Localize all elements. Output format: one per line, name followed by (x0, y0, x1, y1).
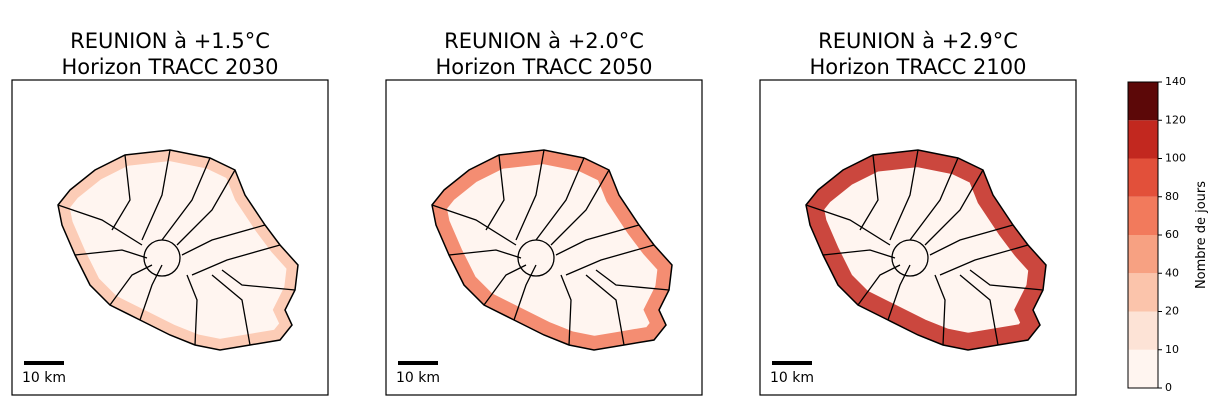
commune-boundary (939, 244, 1029, 276)
commune-boundary (74, 249, 148, 259)
colorbar-label: Nombre de jours (1194, 181, 1209, 289)
commune-boundary (181, 224, 266, 256)
colorbar-segment (1128, 273, 1158, 312)
commune-boundary (857, 264, 901, 306)
commune-boundary (560, 274, 572, 346)
commune-boundary (959, 274, 999, 346)
commune-boundary (909, 157, 959, 241)
commune-boundary (887, 264, 911, 321)
commune-boundary (139, 264, 163, 321)
scale-label: 10 km (22, 370, 66, 386)
scale-label: 10 km (396, 370, 440, 386)
commune-boundary (859, 154, 879, 231)
colorbar-tick-label: 40 (1165, 266, 1179, 279)
island-map (57, 149, 299, 351)
colorbar-segment (1128, 235, 1158, 274)
commune-boundary (924, 169, 984, 246)
colorbar-tick-label: 10 (1165, 343, 1179, 356)
commune-boundary (565, 244, 655, 276)
colorbar-tick-label: 140 (1165, 75, 1186, 88)
commune-boundary (822, 249, 896, 259)
panel-title: Horizon TRACC 2030 (62, 55, 279, 79)
commune-boundary (513, 264, 537, 321)
commune-boundary (109, 264, 153, 306)
commune-boundary (186, 274, 198, 346)
colorbar-segment (1128, 82, 1158, 121)
commune-boundary (929, 224, 1014, 256)
commune-boundary (221, 269, 296, 291)
commune-boundary (483, 264, 527, 306)
commune-boundary (143, 239, 181, 277)
commune-boundary (595, 269, 670, 291)
commune-boundary (555, 224, 640, 256)
island-map (805, 149, 1047, 351)
panel-title: REUNION à +2.9°C (818, 29, 1018, 53)
colorbar-segment (1128, 311, 1158, 350)
commune-boundary (550, 169, 610, 246)
commune-boundary (57, 204, 143, 246)
commune-boundary (891, 239, 929, 277)
panel-title: REUNION à +2.0°C (444, 29, 644, 53)
colorbar-tick-label: 60 (1165, 228, 1179, 241)
commune-boundary (191, 244, 281, 276)
panel-title: REUNION à +1.5°C (70, 29, 270, 53)
panel-title: Horizon TRACC 2100 (810, 55, 1027, 79)
commune-boundary (969, 269, 1044, 291)
commune-boundary (517, 239, 555, 277)
colorbar-tick-label: 80 (1165, 190, 1179, 203)
commune-boundary (448, 249, 522, 259)
commune-boundary (111, 154, 131, 231)
commune-boundary (805, 204, 891, 246)
colorbar-tick-label: 0 (1165, 381, 1172, 394)
colorbar-tick-label: 120 (1165, 113, 1186, 126)
colorbar-segment (1128, 158, 1158, 197)
colorbar-tick-label: 100 (1165, 152, 1186, 165)
commune-boundary (585, 274, 625, 346)
panel-title: Horizon TRACC 2050 (436, 55, 653, 79)
colorbar-tick-label: 20 (1165, 305, 1179, 318)
commune-boundary (431, 204, 517, 246)
commune-boundary (211, 274, 251, 346)
colorbar-segment (1128, 120, 1158, 159)
commune-boundary (934, 274, 946, 346)
commune-boundary (485, 154, 505, 231)
scale-label: 10 km (770, 370, 814, 386)
commune-boundary (161, 157, 211, 241)
commune-boundary (889, 149, 919, 241)
colorbar-segment (1128, 349, 1158, 388)
commune-boundary (141, 149, 171, 241)
commune-boundary (515, 149, 545, 241)
commune-boundary (535, 157, 585, 241)
island-map (431, 149, 673, 351)
commune-boundary (176, 169, 236, 246)
colorbar-segment (1128, 196, 1158, 235)
